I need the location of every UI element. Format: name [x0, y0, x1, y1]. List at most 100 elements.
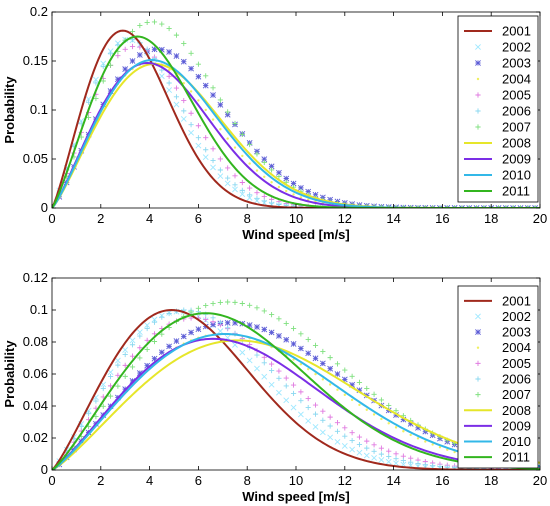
- top-point-2007: [159, 21, 165, 27]
- bottom-point-2007: [386, 402, 392, 409]
- top-legend-swatch-2006: [475, 108, 481, 114]
- top-legend-item-2009: 2009: [464, 152, 531, 167]
- bottom-legend-swatch-2003: [475, 329, 481, 336]
- bottom-point-2003: [158, 349, 165, 356]
- top-series-line-2011: [52, 35, 540, 208]
- top-point-2007: [517, 205, 524, 208]
- bottom-legend-item-2005: 2005: [475, 356, 531, 371]
- top-point-2007: [151, 19, 158, 25]
- bottom-point-2003: [349, 381, 356, 388]
- bottom-point-2006: [107, 373, 114, 380]
- bottom-point-2006: [378, 451, 384, 457]
- bottom-point-2004: [328, 383, 332, 386]
- top-point-2005: [232, 173, 238, 179]
- top-point-2004: [270, 181, 273, 184]
- bottom-point-2006: [371, 448, 377, 454]
- top-point-2004: [182, 81, 185, 85]
- bottom-point-2003: [180, 333, 187, 340]
- bottom-point-2002: [217, 328, 224, 335]
- bottom-point-2006: [129, 342, 136, 348]
- top-point-2003: [217, 101, 224, 108]
- bottom-point-2004: [446, 448, 449, 451]
- bottom-point-2005: [107, 383, 114, 389]
- bottom-legend-label-2011: 2011: [502, 450, 530, 465]
- bottom-point-2007: [151, 338, 158, 345]
- bottom-point-2002: [107, 369, 114, 376]
- bottom-point-2005: [305, 395, 311, 402]
- bottom-point-2007: [100, 403, 106, 409]
- bottom-point-2005: [386, 448, 392, 454]
- top-point-2002: [158, 73, 165, 80]
- bottom-point-2006: [334, 428, 341, 434]
- top-x-axis-label: Wind speed [m/s]: [242, 227, 350, 242]
- top-point-2007: [181, 40, 187, 47]
- bottom-point-2007: [393, 408, 399, 414]
- top-point-2004: [248, 162, 251, 165]
- top-point-2002: [232, 186, 238, 193]
- top-point-2006: [115, 42, 121, 48]
- top-point-2002: [224, 180, 231, 187]
- bottom-point-2007: [283, 320, 289, 327]
- top-legend-item-2006: 2006: [475, 104, 531, 119]
- bottom-point-2003: [246, 322, 253, 328]
- bottom-point-2005: [151, 331, 158, 337]
- bottom-point-2007: [356, 379, 363, 386]
- bottom-x-tick-label: 20: [533, 473, 547, 488]
- top-legend-item-2008: 2008: [464, 136, 531, 151]
- bottom-legend-label-2004: 2004: [502, 340, 531, 355]
- bottom-point-2003: [356, 387, 363, 394]
- bottom-point-2006: [290, 390, 297, 397]
- top-point-2006: [93, 80, 99, 86]
- bottom-point-2006: [225, 325, 231, 331]
- top-point-2007: [510, 205, 516, 208]
- top-chart: 0 2 4 6 8 10 12 14 16 18 20 0 0.05 0.1 0.15 0.2 Wind spe…: [2, 4, 547, 242]
- bottom-point-2007: [269, 311, 275, 318]
- bottom-point-2006: [430, 463, 436, 469]
- bottom-point-2006: [327, 423, 333, 429]
- top-point-2006: [217, 167, 223, 173]
- top-legend-label-2007: 2007: [502, 120, 531, 135]
- bottom-point-2004: [358, 403, 361, 407]
- bottom-point-2004: [438, 446, 442, 449]
- top-point-2007: [532, 205, 538, 208]
- bottom-point-2004: [314, 372, 317, 376]
- top-x-tick-label: 4: [146, 211, 153, 226]
- top-point-2006: [254, 195, 260, 201]
- bottom-point-2004: [365, 408, 368, 411]
- top-legend-swatch-2003: [475, 60, 481, 66]
- bottom-legend-label-2010: 2010: [502, 434, 531, 449]
- top-point-2007: [232, 120, 238, 127]
- bottom-point-2006: [283, 383, 289, 389]
- bottom-point-2007: [225, 299, 231, 305]
- bottom-point-2003: [400, 416, 407, 423]
- top-point-2007: [210, 85, 216, 91]
- top-point-2003: [268, 163, 275, 170]
- top-point-2004: [292, 193, 295, 196]
- bottom-x-tick-label: 10: [289, 473, 303, 488]
- bottom-point-2002: [122, 347, 129, 353]
- top-legend-label-2002: 2002: [502, 40, 531, 55]
- top-legend-item-2001: 2001: [464, 24, 531, 39]
- bottom-point-2004: [402, 430, 405, 433]
- bottom-y-tick-label: 0.04: [23, 398, 48, 413]
- bottom-point-2002: [393, 460, 399, 467]
- top-point-2002: [246, 194, 253, 201]
- bottom-point-2007: [247, 302, 253, 308]
- top-point-2003: [297, 184, 304, 191]
- bottom-point-2006: [217, 319, 223, 326]
- bottom-point-2002: [114, 357, 121, 364]
- bottom-point-2006: [261, 360, 267, 366]
- top-point-2005: [261, 193, 267, 200]
- bottom-point-2006: [356, 441, 363, 448]
- bottom-point-2003: [232, 320, 238, 326]
- bottom-point-2002: [327, 434, 334, 441]
- bottom-point-2002: [371, 454, 377, 461]
- bottom-point-2006: [78, 423, 84, 430]
- bottom-x-tick-label: 18: [484, 473, 498, 488]
- bottom-legend-item-2002: 2002: [475, 309, 531, 324]
- top-point-2003: [202, 82, 209, 89]
- top-point-2006: [144, 46, 150, 52]
- bottom-point-2003: [254, 324, 260, 330]
- top-point-2007: [173, 32, 180, 38]
- bottom-y-tick-label: 0: [41, 462, 48, 477]
